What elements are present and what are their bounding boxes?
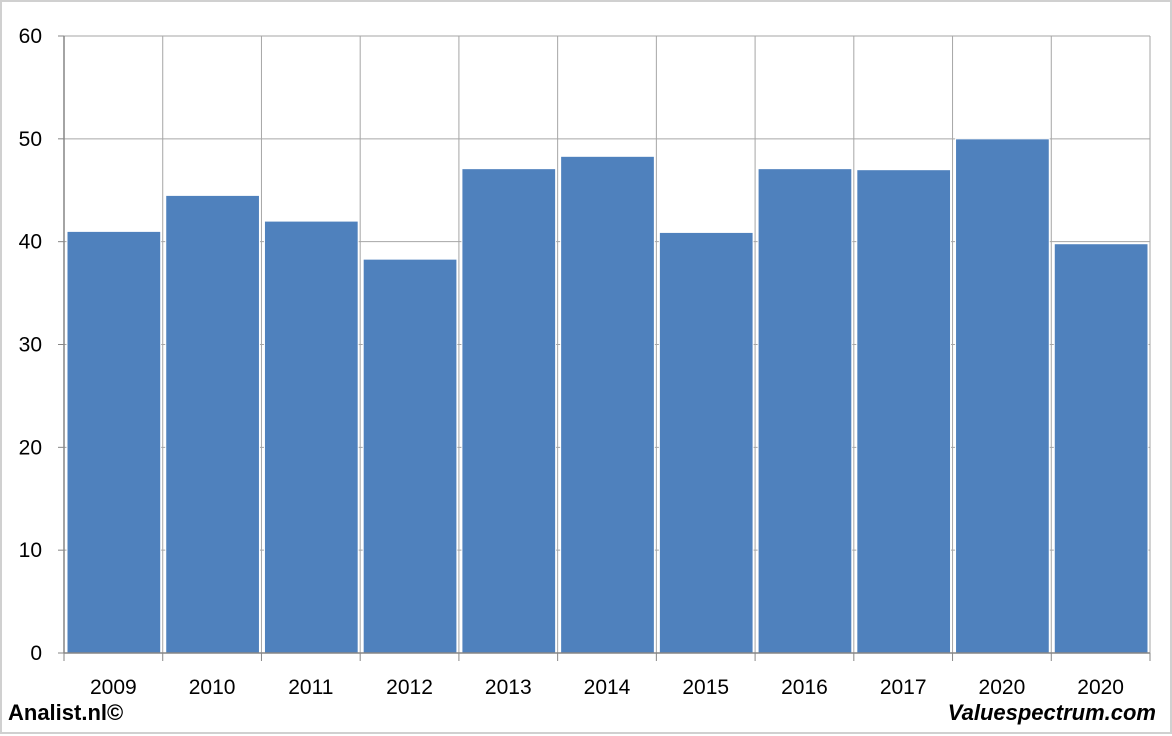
axes: [58, 35, 1151, 661]
bar: [856, 169, 952, 654]
x-tick-label: 2012: [386, 676, 433, 699]
x-tick-label: 2020: [979, 676, 1026, 699]
x-tick-label: 2015: [682, 676, 729, 699]
bar: [362, 258, 458, 654]
bar: [461, 168, 557, 654]
x-tick-label: 2020: [1077, 676, 1124, 699]
bar: [658, 231, 754, 654]
x-tick-label: 2017: [880, 676, 927, 699]
y-tick-label: 0: [30, 642, 42, 665]
x-tick-label: 2009: [90, 676, 137, 699]
bars: [66, 138, 1149, 654]
y-tick-label: 20: [19, 436, 42, 459]
bar: [263, 220, 359, 654]
x-tick-label: 2014: [584, 676, 631, 699]
bar: [955, 138, 1050, 654]
bar: [165, 194, 260, 654]
tick-labels: 0 10 20 30 40 50 60 2009 2010 2011 2012 2013 2014 201…: [19, 25, 1124, 699]
bar: [1053, 243, 1149, 654]
bar: [66, 230, 162, 654]
x-tick-label: 2013: [485, 676, 532, 699]
bar: [560, 155, 655, 654]
y-tick-label: 40: [19, 231, 42, 254]
x-tick-label: 2011: [288, 676, 333, 699]
x-tick-label: 2016: [781, 676, 828, 699]
footer-source-left: Analist.nl©: [8, 700, 124, 725]
y-tick-label: 10: [19, 539, 42, 562]
y-tick-label: 60: [19, 25, 42, 48]
y-tick-label: 50: [19, 128, 42, 151]
footer-source-right: Valuespectrum.com: [947, 700, 1156, 725]
bar: [757, 168, 853, 654]
y-tick-label: 30: [19, 334, 42, 357]
x-tick-label: 2010: [189, 676, 236, 699]
